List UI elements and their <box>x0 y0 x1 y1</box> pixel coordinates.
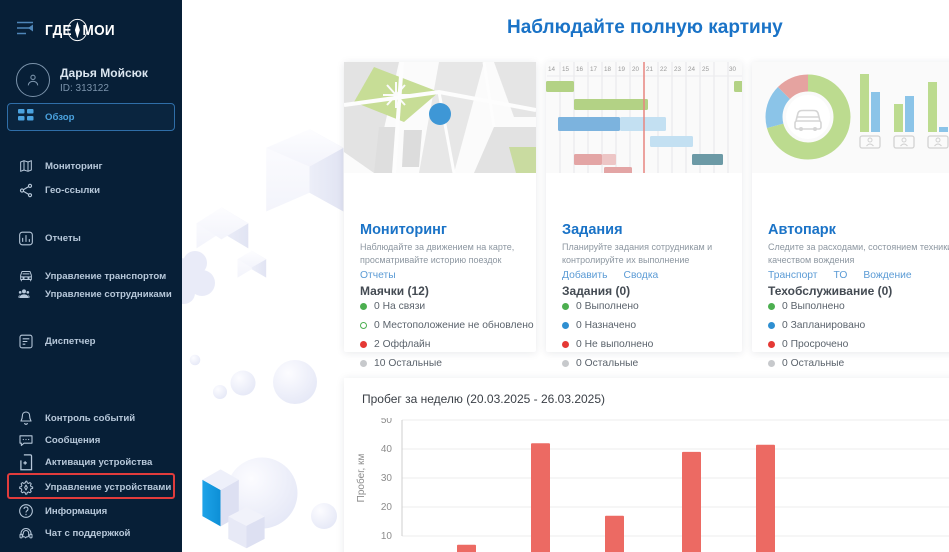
svg-text:30: 30 <box>381 473 393 484</box>
svg-text:25: 25 <box>702 66 710 73</box>
svg-text:50: 50 <box>381 418 393 426</box>
svg-text:40: 40 <box>381 444 393 455</box>
svg-text:23: 23 <box>674 66 682 73</box>
svg-text:16: 16 <box>576 66 584 73</box>
svg-text:10: 10 <box>381 531 393 542</box>
svg-text:30: 30 <box>729 66 737 73</box>
svg-text:14: 14 <box>548 66 556 73</box>
svg-text:20: 20 <box>632 66 640 73</box>
svg-text:19: 19 <box>618 66 626 73</box>
svg-text:17: 17 <box>590 66 598 73</box>
svg-text:22: 22 <box>660 66 668 73</box>
svg-text:24: 24 <box>688 66 696 73</box>
svg-text:18: 18 <box>604 66 612 73</box>
svg-text:21: 21 <box>646 66 654 73</box>
svg-text:15: 15 <box>562 66 570 73</box>
svg-text:20: 20 <box>381 502 393 513</box>
svg-text:Пробег, км: Пробег, км <box>355 454 367 503</box>
